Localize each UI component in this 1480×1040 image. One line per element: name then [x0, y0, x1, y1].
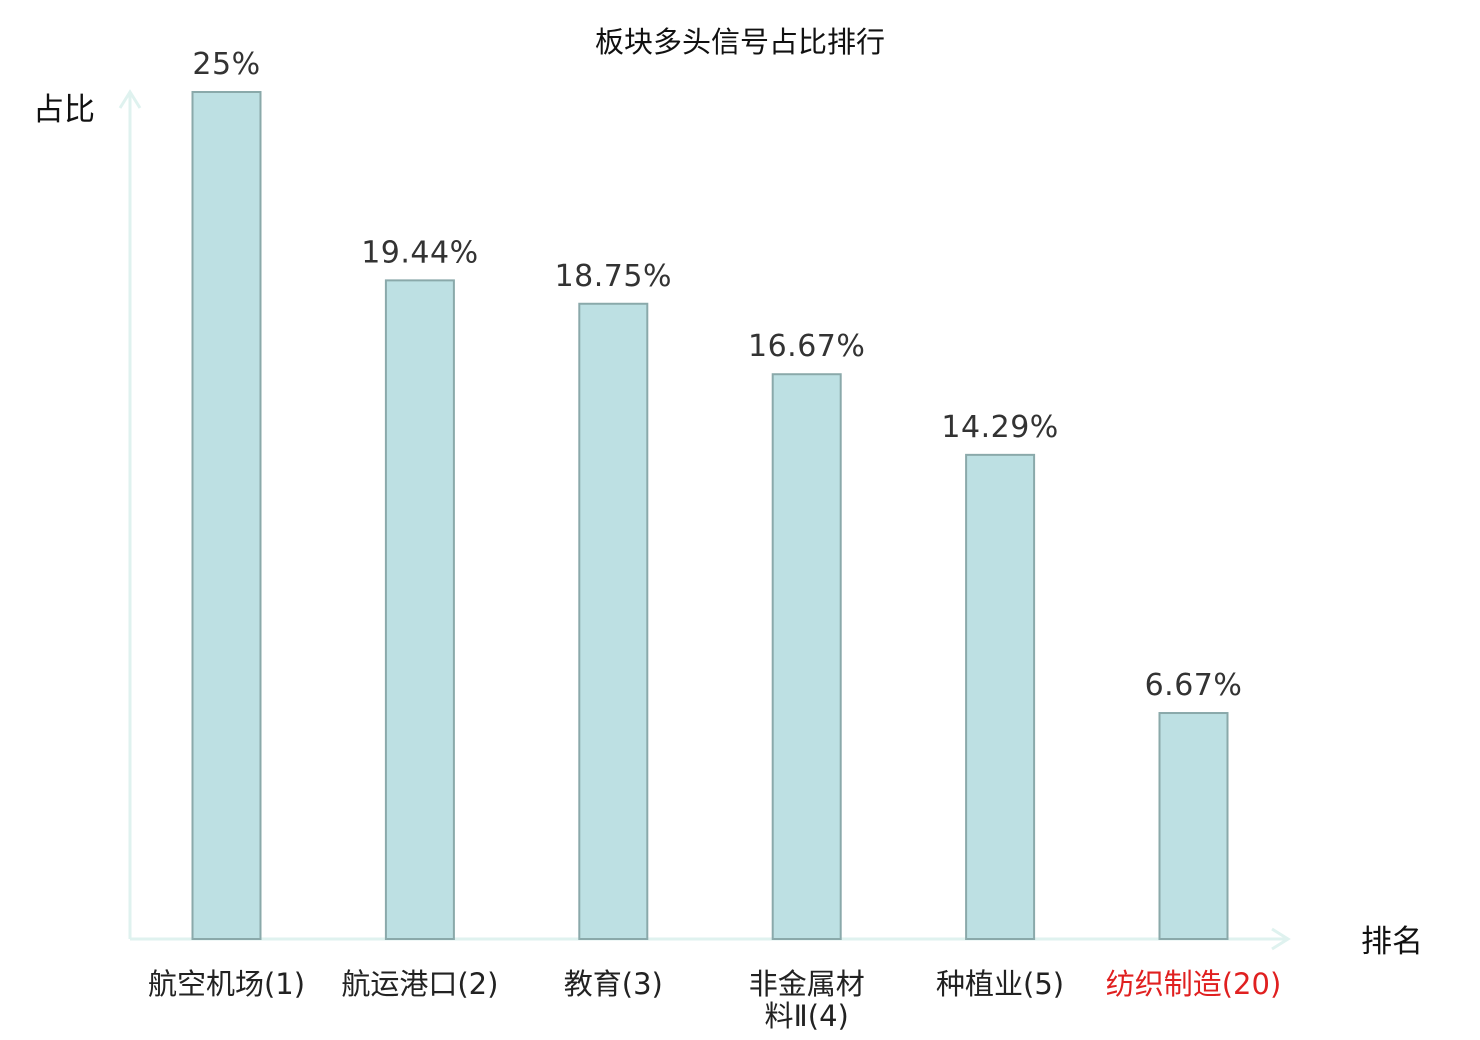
bar	[771, 373, 842, 940]
category-label-line: 非金属材	[749, 967, 865, 1001]
bar	[965, 453, 1036, 940]
y-axis-title: 占比	[33, 92, 95, 128]
category-label: 种植业(5)	[936, 967, 1064, 1001]
category-label: 航空机场(1)	[148, 967, 305, 1001]
chart-title: 板块多头信号占比排行	[595, 25, 885, 59]
axes	[118, 89, 1291, 951]
category-label-line: 航运港口(2)	[341, 967, 498, 1001]
value-label: 16.67%	[748, 329, 865, 364]
value-label: 18.75%	[555, 259, 672, 294]
value-label: 19.44%	[361, 235, 478, 270]
category-label-line: 教育(3)	[564, 967, 663, 1001]
y-axis-arrow	[118, 89, 142, 109]
category-label-line: 种植业(5)	[936, 967, 1064, 1001]
bar	[1158, 712, 1229, 940]
category-label: 非金属材料Ⅱ(4)	[749, 967, 865, 1033]
bar	[384, 279, 455, 940]
category-label-line: 纺织制造(20)	[1106, 967, 1282, 1001]
value-label: 25%	[192, 47, 260, 82]
category-labels-group: 航空机场(1) 航运港口(2) 教育(3) 非金属材料Ⅱ(4) 种植业(5) 纺织制造(2…	[148, 967, 1281, 1033]
x-axis-title: 排名	[1361, 924, 1423, 960]
value-labels-group: 25% 19.44% 18.75% 16.67% 14.29% 6.67%	[192, 47, 1242, 703]
bars-group	[191, 91, 1229, 940]
value-label: 6.67%	[1145, 668, 1243, 703]
category-label-line: 航空机场(1)	[148, 967, 305, 1001]
category-label: 教育(3)	[564, 967, 663, 1001]
bar	[191, 91, 262, 940]
bar	[578, 302, 649, 940]
category-label: 航运港口(2)	[341, 967, 498, 1001]
x-axis-arrow	[1271, 927, 1291, 951]
value-label: 14.29%	[941, 410, 1058, 445]
category-label-line: 料Ⅱ(4)	[765, 999, 849, 1033]
category-label: 纺织制造(20)	[1106, 967, 1282, 1001]
